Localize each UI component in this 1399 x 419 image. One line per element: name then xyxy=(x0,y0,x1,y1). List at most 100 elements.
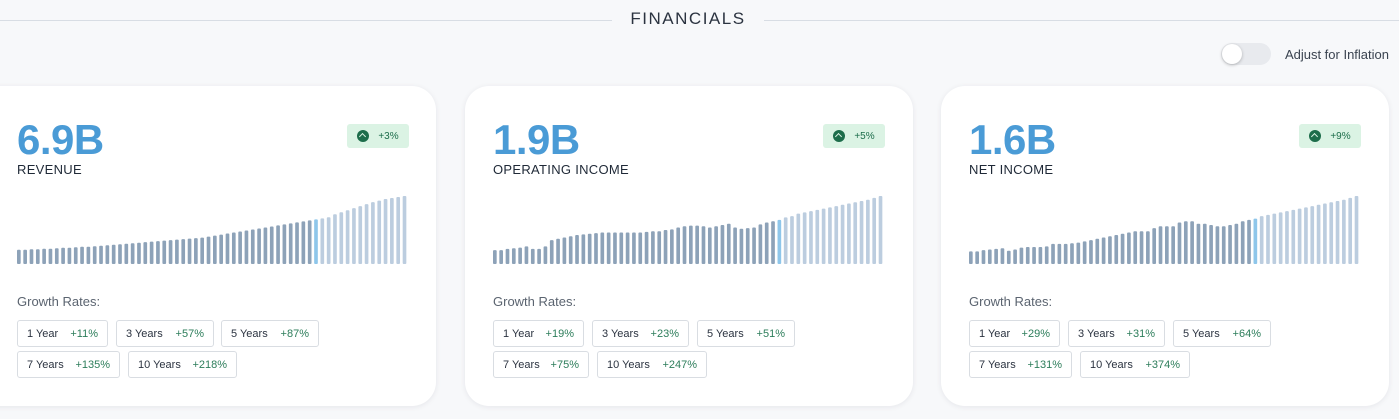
chart-bar xyxy=(537,248,541,264)
chart-bar xyxy=(1291,209,1296,264)
header-divider-left xyxy=(0,20,612,21)
chart-bar xyxy=(821,208,826,264)
chart-bar xyxy=(17,249,21,264)
growth-chip-10y[interactable]: 10 Years +218% xyxy=(128,351,237,378)
chart-bar xyxy=(1076,242,1081,264)
growth-period: 5 Years xyxy=(231,327,268,340)
chart-bar xyxy=(156,241,160,264)
growth-chip-7y[interactable]: 7 Years +75% xyxy=(493,351,589,378)
chart-bar xyxy=(562,237,567,264)
chart-bar xyxy=(396,197,401,264)
growth-chip-5y[interactable]: 5 Years +51% xyxy=(697,320,795,347)
chart-bar xyxy=(733,227,737,264)
chart-bar xyxy=(1019,247,1024,264)
chart-bar xyxy=(1101,237,1106,264)
growth-change: +23% xyxy=(650,327,679,340)
chart-bar xyxy=(1070,243,1074,264)
chart-bar xyxy=(194,238,198,264)
chart-bar xyxy=(1044,246,1049,264)
chart-bar xyxy=(1013,249,1017,264)
chart-bar xyxy=(644,231,649,264)
growth-chip-10y[interactable]: 10 Years +247% xyxy=(597,351,707,378)
growth-chip-3y[interactable]: 3 Years +31% xyxy=(1068,320,1165,347)
chart-bar xyxy=(606,232,611,264)
growth-change: +29% xyxy=(1021,327,1050,340)
chart-bar xyxy=(1323,203,1327,264)
chart-bar xyxy=(1272,213,1277,264)
growth-period: 7 Years xyxy=(979,358,1016,371)
chart-bar xyxy=(796,213,801,264)
chart-bar xyxy=(568,236,573,264)
chart-bar xyxy=(783,217,788,264)
chart-bar xyxy=(505,248,510,264)
metric-label: OPERATING INCOME xyxy=(493,162,630,177)
growth-change: +57% xyxy=(175,327,204,340)
chart-bar xyxy=(143,242,148,264)
chart-bar xyxy=(130,243,135,264)
growth-chip-1y[interactable]: 1 Year +29% xyxy=(969,320,1060,347)
chart-bar xyxy=(1120,233,1125,264)
chart-bar xyxy=(1316,204,1321,264)
change-percent: +9% xyxy=(1330,130,1351,142)
chart-bar xyxy=(345,210,350,264)
growth-chip-5y[interactable]: 5 Years +87% xyxy=(221,320,319,347)
chart-bar xyxy=(726,223,731,264)
growth-chip-1y[interactable]: 1 Year +19% xyxy=(493,320,584,347)
chart-bar xyxy=(314,219,318,264)
chart-bar xyxy=(1285,211,1289,264)
inflation-toggle[interactable] xyxy=(1220,43,1271,65)
chart-bar xyxy=(238,231,242,264)
chart-bar xyxy=(524,246,529,264)
chart-bar xyxy=(809,211,813,264)
chart-bar xyxy=(1342,199,1346,264)
inflation-toggle-label[interactable]: Adjust for Inflation xyxy=(1284,46,1389,62)
chart-bar xyxy=(301,221,306,264)
chart-bar xyxy=(518,247,522,264)
chart-bar xyxy=(175,239,179,264)
chart-bar xyxy=(872,197,877,264)
chart-bar xyxy=(1082,241,1087,264)
chart-bar xyxy=(1304,207,1308,264)
growth-period: 5 Years xyxy=(707,327,744,340)
chart-bar xyxy=(1108,236,1112,264)
chart-bar xyxy=(613,232,617,264)
chart-bar xyxy=(1240,221,1245,264)
chart-bar xyxy=(859,201,864,264)
chart-bar xyxy=(1095,238,1100,264)
growth-chip-10y[interactable]: 10 Years +374% xyxy=(1080,351,1190,378)
chart-bar xyxy=(745,228,750,264)
chart-bar xyxy=(339,212,344,264)
growth-chip-5y[interactable]: 5 Years +64% xyxy=(1173,320,1271,347)
chart-bar xyxy=(682,226,687,264)
chart-bar xyxy=(511,248,516,264)
chart-bar xyxy=(1171,226,1175,264)
chart-bar xyxy=(269,226,274,264)
chart-bar xyxy=(225,233,230,264)
chart-bar xyxy=(1183,221,1188,264)
growth-chip-3y[interactable]: 3 Years +23% xyxy=(592,320,689,347)
growth-chip-1y[interactable]: 1 Year +11% xyxy=(17,320,108,347)
chart-bar xyxy=(1354,196,1359,264)
chart-bar xyxy=(99,245,103,264)
chart-bar xyxy=(657,231,662,264)
growth-rates-title: Growth Rates: xyxy=(969,294,1053,309)
chart-bar xyxy=(67,247,72,264)
chart-bar xyxy=(771,221,775,264)
growth-chip-7y[interactable]: 7 Years +131% xyxy=(969,351,1072,378)
bar-chart xyxy=(969,196,1359,264)
chart-bar xyxy=(181,239,186,264)
chart-bar xyxy=(493,250,497,264)
growth-change: +11% xyxy=(70,327,98,340)
growth-chip-7y[interactable]: 7 Years +135% xyxy=(17,351,120,378)
chart-bar xyxy=(758,224,763,264)
section-title: FINANCIALS xyxy=(630,9,746,28)
growth-chip-3y[interactable]: 3 Years +57% xyxy=(116,320,214,347)
growth-period: 10 Years xyxy=(138,358,181,371)
chart-bar xyxy=(689,225,693,264)
growth-period: 1 Year xyxy=(503,327,535,340)
metric-label: REVENUE xyxy=(17,162,82,177)
chart-bar xyxy=(1297,208,1302,264)
chart-bar xyxy=(1146,231,1150,264)
growth-period: 10 Years xyxy=(607,358,650,371)
chart-bar xyxy=(651,231,655,264)
